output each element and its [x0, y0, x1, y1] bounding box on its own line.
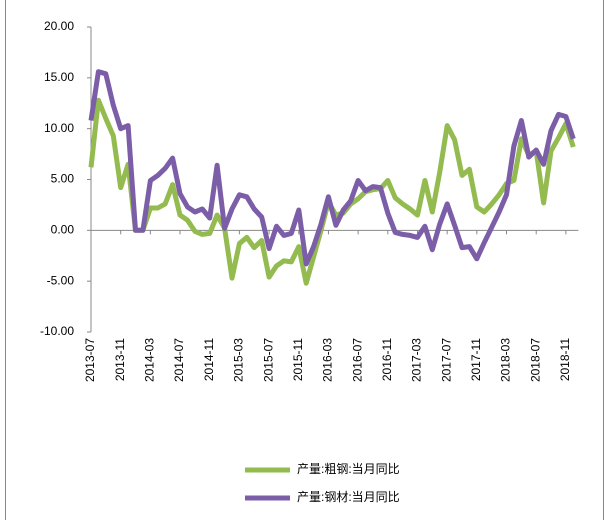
y-tick-label: 5.00: [51, 172, 75, 186]
x-tick-label: 2017-07: [439, 338, 453, 382]
x-tick-label: 2014-07: [172, 338, 186, 382]
series-line: [88, 97, 576, 286]
legend-label: 产量:粗钢:当月同比: [297, 462, 400, 476]
x-tick-label: 2018-03: [499, 338, 513, 382]
x-tick-label: 2015-07: [261, 338, 275, 382]
y-tick-label: 10.00: [44, 121, 74, 135]
legend-label: 产量:钢材:当月同比: [297, 490, 400, 504]
y-tick-label: -5.00: [47, 273, 75, 287]
x-tick-label: 2015-11: [291, 338, 305, 381]
y-tick-label: 15.00: [44, 70, 74, 84]
x-tick-label: 2016-11: [380, 338, 394, 381]
y-tick-label: 20.00: [44, 19, 74, 33]
x-tick-label: 2016-07: [350, 338, 364, 382]
frame: [5, 0, 604, 520]
x-tick-label: 2017-11: [469, 338, 483, 381]
x-tick-label: 2013-07: [83, 338, 97, 382]
y-tick-label: -10.00: [40, 324, 74, 338]
series-line: [88, 69, 576, 267]
x-tick-label: 2017-03: [410, 338, 424, 382]
x-tick-label: 2014-03: [143, 338, 157, 382]
x-tick-label: 2014-11: [202, 338, 216, 381]
x-tick-label: 2016-03: [321, 338, 335, 382]
x-tick-label: 2018-11: [558, 338, 572, 381]
x-tick-label: 2013-11: [113, 338, 127, 381]
x-tick-label: 2018-07: [528, 338, 542, 382]
y-tick-label: 0.00: [51, 223, 75, 237]
x-tick-label: 2015-03: [232, 338, 246, 382]
